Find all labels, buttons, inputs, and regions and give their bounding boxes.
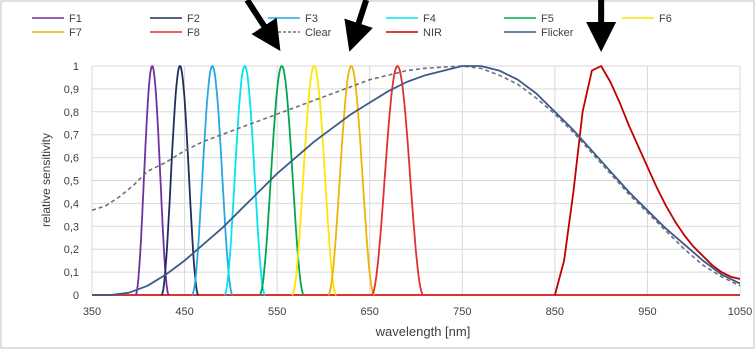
legend-label: Flicker xyxy=(541,27,574,39)
legend-entry: F6 xyxy=(622,13,672,25)
legend-label: F1 xyxy=(69,13,82,25)
legend-entry: F8 xyxy=(150,27,200,39)
y-tick-label: 0 xyxy=(73,290,79,302)
x-tick-label: 650 xyxy=(361,306,379,318)
series-line-clear xyxy=(91,65,741,287)
legend-entry: F2 xyxy=(150,13,200,25)
series-line-f8 xyxy=(371,65,424,296)
legend: F1 F2 F3 F4 F5 F6 F7 F8 Clear NIR Flicker xyxy=(32,13,672,39)
arrow-annotations xyxy=(244,0,617,52)
legend-label: F6 xyxy=(659,13,672,25)
x-tick-label: 950 xyxy=(638,306,656,318)
y-tick-label: 0,2 xyxy=(64,244,79,256)
y-tick-label: 0,4 xyxy=(64,198,79,210)
series-line-f2 xyxy=(160,65,200,296)
series-line-f5 xyxy=(259,65,305,296)
y-tick-label: 0,5 xyxy=(64,176,79,188)
x-tick-label: 750 xyxy=(453,306,471,318)
series-line-f7 xyxy=(327,65,375,296)
x-tick-label: 550 xyxy=(268,306,286,318)
y-tick-label: 0,8 xyxy=(64,107,79,119)
y-tick-label: 0,7 xyxy=(64,130,79,142)
series-line-flicker xyxy=(92,65,741,296)
series-line-f3 xyxy=(191,65,234,296)
x-axis-ticks: 350 450 550 650 750 850 950 1050 xyxy=(83,306,752,318)
y-tick-label: 0,3 xyxy=(64,221,79,233)
legend-label: F5 xyxy=(541,13,554,25)
x-tick-label: 350 xyxy=(83,306,101,318)
y-tick-label: 0,9 xyxy=(64,84,79,96)
x-tick-label: 850 xyxy=(546,306,564,318)
legend-entry: F5 xyxy=(504,13,554,25)
y-tick-label: 0,1 xyxy=(64,267,79,279)
y-axis-ticks: 0 0,1 0,2 0,3 0,4 0,5 0,6 0,7 0,8 0,9 1 xyxy=(64,61,79,302)
legend-entry: F4 xyxy=(386,13,436,25)
series-line-nir xyxy=(554,65,741,296)
x-tick-label: 450 xyxy=(175,306,193,318)
legend-label: Clear xyxy=(305,27,332,39)
legend-entry: F1 xyxy=(32,13,82,25)
legend-entry: NIR xyxy=(386,27,442,39)
y-tick-label: 1 xyxy=(73,61,79,73)
y-tick-label: 0,6 xyxy=(64,153,79,165)
series-line-f6 xyxy=(291,65,337,296)
y-axis-label: relative sensitivity xyxy=(39,133,53,227)
series-line-f1 xyxy=(134,65,170,296)
legend-label: F4 xyxy=(423,13,436,25)
legend-label: F8 xyxy=(187,27,200,39)
series-group xyxy=(91,65,741,296)
x-tick-label: 1050 xyxy=(728,306,752,318)
legend-label: NIR xyxy=(423,27,442,39)
arrow-icon xyxy=(344,0,373,52)
legend-label: F7 xyxy=(69,27,82,39)
legend-entry: F7 xyxy=(32,27,82,39)
legend-entry: Flicker xyxy=(504,27,574,39)
x-axis-label: wavelength [nm] xyxy=(375,324,471,339)
legend-label: F3 xyxy=(305,13,318,25)
legend-label: F2 xyxy=(187,13,200,25)
arrow-icon xyxy=(244,0,281,52)
series-line-f4 xyxy=(223,65,266,296)
